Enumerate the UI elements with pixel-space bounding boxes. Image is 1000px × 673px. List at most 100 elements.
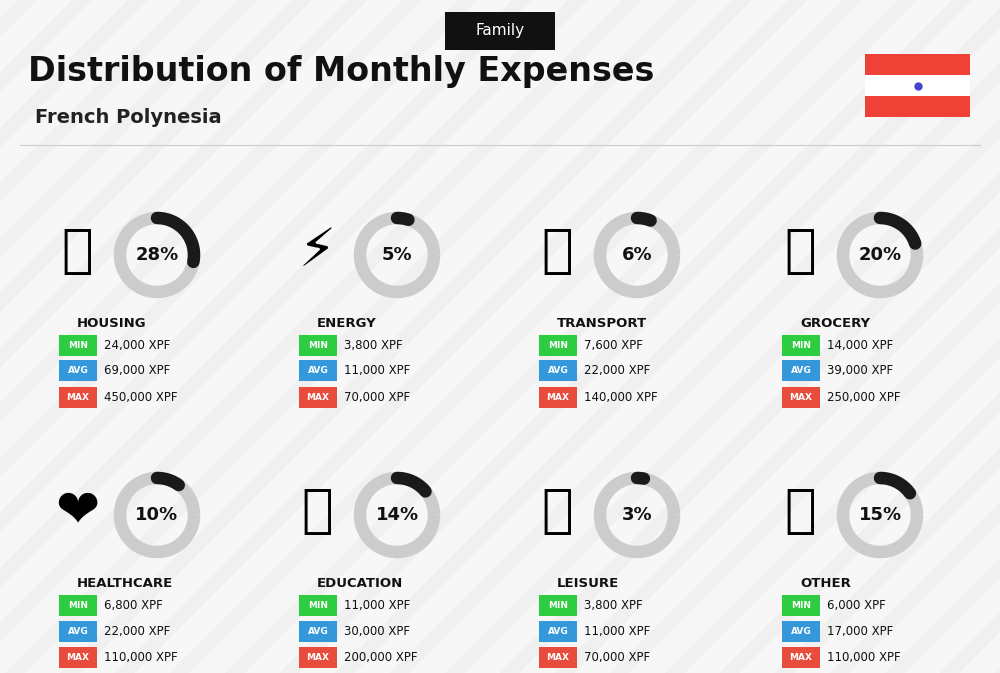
Text: 6,800 XPF: 6,800 XPF — [104, 598, 163, 612]
Text: Family: Family — [475, 24, 525, 38]
Text: 110,000 XPF: 110,000 XPF — [827, 651, 901, 664]
FancyBboxPatch shape — [865, 75, 970, 96]
Text: 11,000 XPF: 11,000 XPF — [344, 365, 410, 378]
FancyBboxPatch shape — [539, 594, 577, 616]
FancyBboxPatch shape — [782, 594, 820, 616]
Text: 10%: 10% — [135, 506, 179, 524]
Text: EDUCATION: EDUCATION — [317, 577, 403, 590]
Text: 🛍: 🛍 — [541, 485, 573, 537]
Text: MIN: MIN — [68, 341, 88, 349]
Text: AVG: AVG — [791, 627, 811, 635]
Text: 69,000 XPF: 69,000 XPF — [104, 365, 170, 378]
FancyBboxPatch shape — [782, 386, 820, 407]
Text: LEISURE: LEISURE — [557, 577, 619, 590]
FancyBboxPatch shape — [539, 334, 577, 355]
Text: MIN: MIN — [68, 600, 88, 610]
FancyBboxPatch shape — [59, 621, 97, 641]
Text: 🏛: 🏛 — [61, 225, 93, 277]
Text: MIN: MIN — [308, 600, 328, 610]
Text: 250,000 XPF: 250,000 XPF — [827, 390, 901, 404]
FancyBboxPatch shape — [59, 386, 97, 407]
FancyBboxPatch shape — [539, 361, 577, 382]
Text: 15%: 15% — [858, 506, 902, 524]
Text: Distribution of Monthly Expenses: Distribution of Monthly Expenses — [28, 55, 654, 89]
Text: MIN: MIN — [548, 341, 568, 349]
Text: French Polynesia: French Polynesia — [35, 108, 222, 127]
Text: 🛒: 🛒 — [784, 225, 816, 277]
Text: 7,600 XPF: 7,600 XPF — [584, 339, 643, 351]
Text: MAX: MAX — [790, 392, 813, 402]
Text: 🚌: 🚌 — [541, 225, 573, 277]
Text: MAX: MAX — [546, 653, 570, 662]
FancyBboxPatch shape — [445, 12, 555, 50]
Text: MAX: MAX — [66, 653, 89, 662]
FancyBboxPatch shape — [865, 96, 970, 117]
Text: AVG: AVG — [548, 367, 568, 376]
Text: 💰: 💰 — [784, 485, 816, 537]
Text: 28%: 28% — [135, 246, 179, 264]
Text: 39,000 XPF: 39,000 XPF — [827, 365, 893, 378]
Text: ❤: ❤ — [55, 485, 99, 537]
Text: AVG: AVG — [68, 627, 88, 635]
Text: 3,800 XPF: 3,800 XPF — [584, 598, 643, 612]
Text: AVG: AVG — [68, 367, 88, 376]
FancyBboxPatch shape — [59, 647, 97, 668]
Text: MAX: MAX — [66, 392, 89, 402]
FancyBboxPatch shape — [782, 647, 820, 668]
FancyBboxPatch shape — [59, 594, 97, 616]
Text: 450,000 XPF: 450,000 XPF — [104, 390, 178, 404]
FancyBboxPatch shape — [59, 361, 97, 382]
FancyBboxPatch shape — [539, 621, 577, 641]
Text: GROCERY: GROCERY — [800, 317, 870, 330]
FancyBboxPatch shape — [299, 594, 337, 616]
FancyBboxPatch shape — [865, 54, 970, 75]
Text: 14,000 XPF: 14,000 XPF — [827, 339, 893, 351]
FancyBboxPatch shape — [782, 361, 820, 382]
Text: MIN: MIN — [791, 600, 811, 610]
Text: 11,000 XPF: 11,000 XPF — [584, 625, 650, 637]
FancyBboxPatch shape — [299, 361, 337, 382]
Text: 22,000 XPF: 22,000 XPF — [584, 365, 650, 378]
Text: 17,000 XPF: 17,000 XPF — [827, 625, 893, 637]
FancyBboxPatch shape — [782, 621, 820, 641]
Text: TRANSPORT: TRANSPORT — [557, 317, 647, 330]
Text: 70,000 XPF: 70,000 XPF — [344, 390, 410, 404]
Text: MIN: MIN — [548, 600, 568, 610]
Text: MAX: MAX — [306, 392, 330, 402]
Text: 200,000 XPF: 200,000 XPF — [344, 651, 418, 664]
Text: AVG: AVG — [308, 627, 328, 635]
Text: ENERGY: ENERGY — [317, 317, 377, 330]
FancyBboxPatch shape — [782, 334, 820, 355]
FancyBboxPatch shape — [299, 334, 337, 355]
Text: MIN: MIN — [791, 341, 811, 349]
Text: AVG: AVG — [791, 367, 811, 376]
Text: 24,000 XPF: 24,000 XPF — [104, 339, 170, 351]
Text: 5%: 5% — [382, 246, 412, 264]
Text: 70,000 XPF: 70,000 XPF — [584, 651, 650, 664]
Text: AVG: AVG — [548, 627, 568, 635]
Text: MIN: MIN — [308, 341, 328, 349]
Text: 22,000 XPF: 22,000 XPF — [104, 625, 170, 637]
Text: 3,800 XPF: 3,800 XPF — [344, 339, 403, 351]
Text: AVG: AVG — [308, 367, 328, 376]
Text: MAX: MAX — [306, 653, 330, 662]
Text: 6,000 XPF: 6,000 XPF — [827, 598, 886, 612]
Text: 140,000 XPF: 140,000 XPF — [584, 390, 658, 404]
FancyBboxPatch shape — [299, 647, 337, 668]
Text: HOUSING: HOUSING — [77, 317, 147, 330]
Text: ⚡: ⚡ — [298, 225, 336, 277]
Text: 30,000 XPF: 30,000 XPF — [344, 625, 410, 637]
Text: 110,000 XPF: 110,000 XPF — [104, 651, 178, 664]
FancyBboxPatch shape — [539, 647, 577, 668]
Text: 🎓: 🎓 — [301, 485, 333, 537]
Text: 6%: 6% — [622, 246, 652, 264]
Text: 20%: 20% — [858, 246, 902, 264]
Text: MAX: MAX — [790, 653, 813, 662]
Text: 3%: 3% — [622, 506, 652, 524]
Text: OTHER: OTHER — [800, 577, 851, 590]
FancyBboxPatch shape — [59, 334, 97, 355]
Text: HEALTHCARE: HEALTHCARE — [77, 577, 173, 590]
FancyBboxPatch shape — [299, 386, 337, 407]
Text: 14%: 14% — [375, 506, 419, 524]
FancyBboxPatch shape — [539, 386, 577, 407]
